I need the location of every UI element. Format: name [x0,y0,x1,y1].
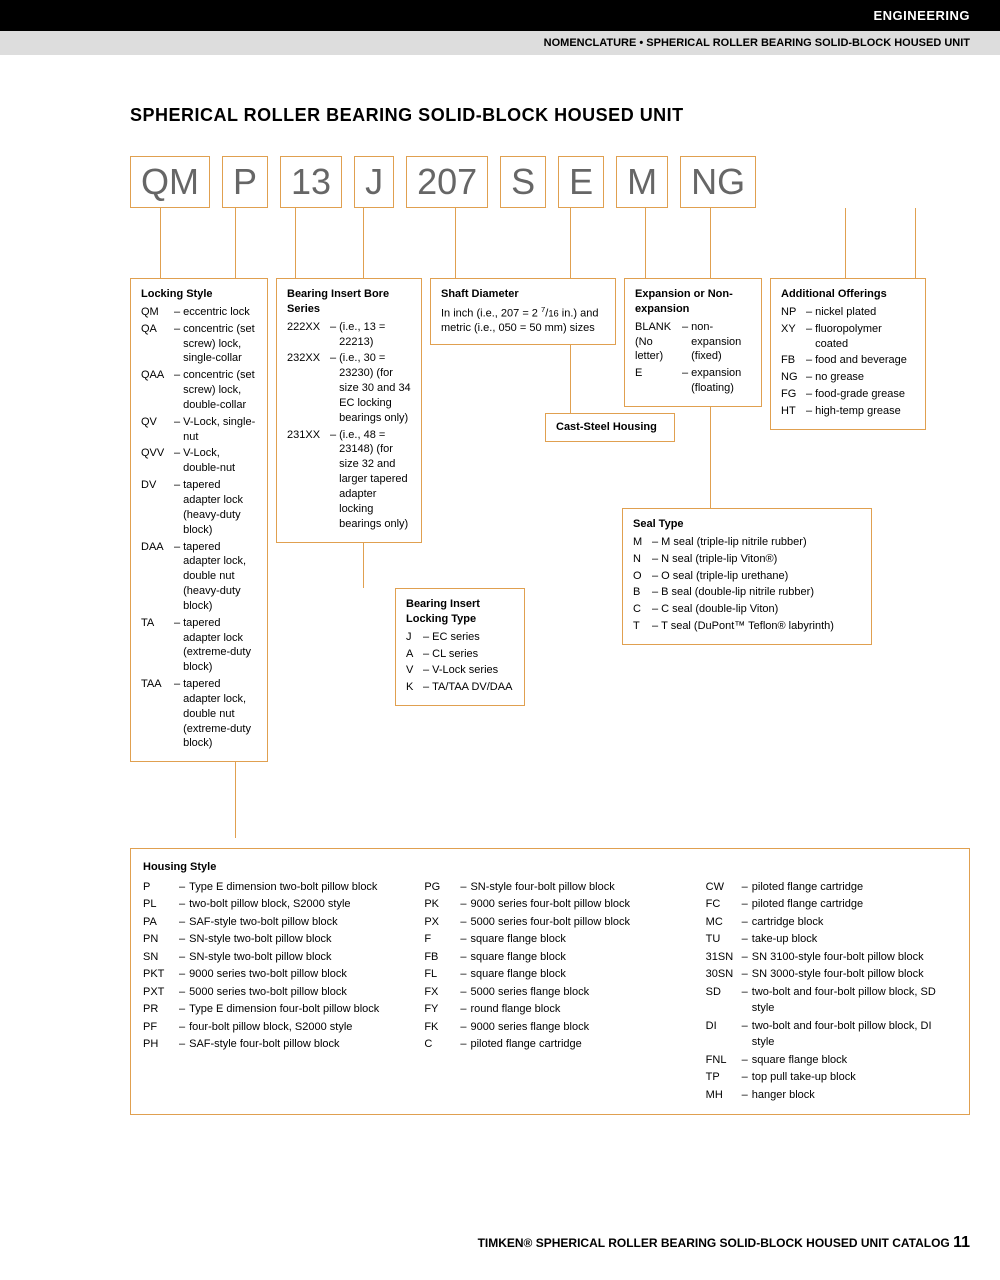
housing-row: PN–SN-style two-bolt pillow block [143,931,394,948]
housing-row: FK–9000 series flange block [424,1019,675,1036]
definition-row: DAA–tapered adapter lock, double nut (he… [141,540,257,614]
shaft-diameter-box: Shaft Diameter In inch (i.e., 207 = 2 7/… [430,278,616,345]
definition-row: TA–tapered adapter lock (extreme-duty bl… [141,616,257,675]
definition-row: V–V-Lock series [406,663,514,678]
code-p: P [222,156,268,208]
housing-row: PXT–5000 series two-bolt pillow block [143,984,394,1001]
definition-row: 231XX–(i.e., 48 = 23148) (for size 32 an… [287,428,411,532]
locking-style-box: Locking Style QM–eccentric lock QA–concen… [130,278,268,762]
housing-row: F–square flange block [424,931,675,948]
connector-lines [130,208,970,278]
locking-type-title: Bearing Insert Locking Type [406,597,514,627]
code-s: S [500,156,546,208]
locking-type-box: Bearing Insert Locking Type J–EC series A… [395,588,525,706]
definition-row: XY–fluoropolymer coated [781,322,915,352]
housing-row: CW–piloted flange cartridge [706,879,957,896]
header-category: ENGINEERING [0,0,1000,31]
expansion-title: Expansion or Non-expansion [635,287,751,317]
housing-row: PL–two-bolt pillow block, S2000 style [143,896,394,913]
definition-row: K–TA/TAA DV/DAA [406,680,514,695]
page-title: SPHERICAL ROLLER BEARING SOLID-BLOCK HOU… [130,105,970,126]
seal-type-box: Seal Type M–M seal (triple-lip nitrile r… [622,508,872,645]
header-subtitle: NOMENCLATURE • SPHERICAL ROLLER BEARING … [0,31,1000,55]
housing-row: PK–9000 series four-bolt pillow block [424,896,675,913]
housing-row: PH–SAF-style four-bolt pillow block [143,1036,394,1053]
housing-row: PG–SN-style four-bolt pillow block [424,879,675,896]
expansion-box: Expansion or Non-expansion BLANK(Nolette… [624,278,762,407]
housing-row: FY–round flange block [424,1001,675,1018]
definition-row: DV–tapered adapter lock (heavy-duty bloc… [141,478,257,537]
definition-row: QAA–concentric (set screw) lock, double-… [141,368,257,413]
housing-row: SN–SN-style two-bolt pillow block [143,949,394,966]
additional-box: Additional Offerings NP–nickel plated XY–… [770,278,926,430]
footer-text: TIMKEN® SPHERICAL ROLLER BEARING SOLID-B… [478,1236,950,1250]
housing-row: TU–take-up block [706,931,957,948]
housing-row: FB–square flange block [424,949,675,966]
cast-steel-title: Cast-Steel Housing [556,420,664,435]
housing-row: FNL–square flange block [706,1052,957,1069]
definition-row: B–B seal (double-lip nitrile rubber) [633,585,861,600]
footer: TIMKEN® SPHERICAL ROLLER BEARING SOLID-B… [478,1234,970,1252]
shaft-diameter-text: In inch (i.e., 207 = 2 7/16 in.) and met… [441,305,605,336]
info-boxes: Locking Style QM–eccentric lock QA–concen… [130,278,970,838]
housing-row: PX–5000 series four-bolt pillow block [424,914,675,931]
definition-row: TAA–tapered adapter lock, double nut (ex… [141,677,257,751]
definition-row: 222XX–(i.e., 13 = 22213) [287,320,411,350]
housing-row: FX–5000 series flange block [424,984,675,1001]
housing-row: C–piloted flange cartridge [424,1036,675,1053]
definition-row: J–EC series [406,630,514,645]
code-m: M [616,156,668,208]
definition-row: FB–food and beverage [781,353,915,368]
seal-type-title: Seal Type [633,517,861,532]
definition-row: M–M seal (triple-lip nitrile rubber) [633,535,861,550]
cast-steel-box: Cast-Steel Housing [545,413,675,442]
definition-row: NP–nickel plated [781,305,915,320]
housing-style-box: Housing Style P–Type E dimension two-bol… [130,848,970,1115]
housing-row: PR–Type E dimension four-bolt pillow blo… [143,1001,394,1018]
definition-row: FG–food-grade grease [781,387,915,402]
code-e: E [558,156,604,208]
housing-row: MH–hanger block [706,1087,957,1104]
housing-row: FC–piloted flange cartridge [706,896,957,913]
housing-row: P–Type E dimension two-bolt pillow block [143,879,394,896]
page-number: 11 [953,1234,970,1251]
main-content: SPHERICAL ROLLER BEARING SOLID-BLOCK HOU… [0,55,1000,1115]
definition-row: HT–high-temp grease [781,404,915,419]
code-j: J [354,156,394,208]
code-13: 13 [280,156,342,208]
definition-row: C–C seal (double-lip Viton) [633,602,861,617]
housing-style-title: Housing Style [143,859,957,876]
definition-row: O–O seal (triple-lip urethane) [633,569,861,584]
shaft-diameter-title: Shaft Diameter [441,287,605,302]
housing-row: MC–cartridge block [706,914,957,931]
additional-title: Additional Offerings [781,287,915,302]
code-ng: NG [680,156,756,208]
housing-row: PKT–9000 series two-bolt pillow block [143,966,394,983]
housing-row: SD–two-bolt and four-bolt pillow block, … [706,984,957,1017]
definition-row: N–N seal (triple-lip Viton®) [633,552,861,567]
housing-row: PA–SAF-style two-bolt pillow block [143,914,394,931]
definition-row: T–T seal (DuPont™ Teflon® labyrinth) [633,619,861,634]
housing-row: PF–four-bolt pillow block, S2000 style [143,1019,394,1036]
housing-row: FL–square flange block [424,966,675,983]
code-207: 207 [406,156,488,208]
code-qm: QM [130,156,210,208]
definition-row: QVV–V-Lock, double-nut [141,446,257,476]
housing-row: DI–two-bolt and four-bolt pillow block, … [706,1018,957,1051]
definition-row: A–CL series [406,647,514,662]
housing-row: TP–top pull take-up block [706,1069,957,1086]
definition-row: NG–no grease [781,370,915,385]
definition-row: 232XX–(i.e., 30 = 23230) (for size 30 an… [287,351,411,425]
nomenclature-code-row: QM P 13 J 207 S E M NG [130,156,970,208]
locking-style-title: Locking Style [141,287,257,302]
definition-row: QM–eccentric lock [141,305,257,320]
definition-row: QV–V-Lock, single-nut [141,415,257,445]
bearing-insert-box: Bearing Insert Bore Series 222XX–(i.e., … [276,278,422,543]
bearing-insert-title: Bearing Insert Bore Series [287,287,411,317]
housing-row: 30SN–SN 3000-style four-bolt pillow bloc… [706,966,957,983]
definition-row: QA–concentric (set screw) lock, single-c… [141,322,257,367]
housing-row: 31SN–SN 3100-style four-bolt pillow bloc… [706,949,957,966]
